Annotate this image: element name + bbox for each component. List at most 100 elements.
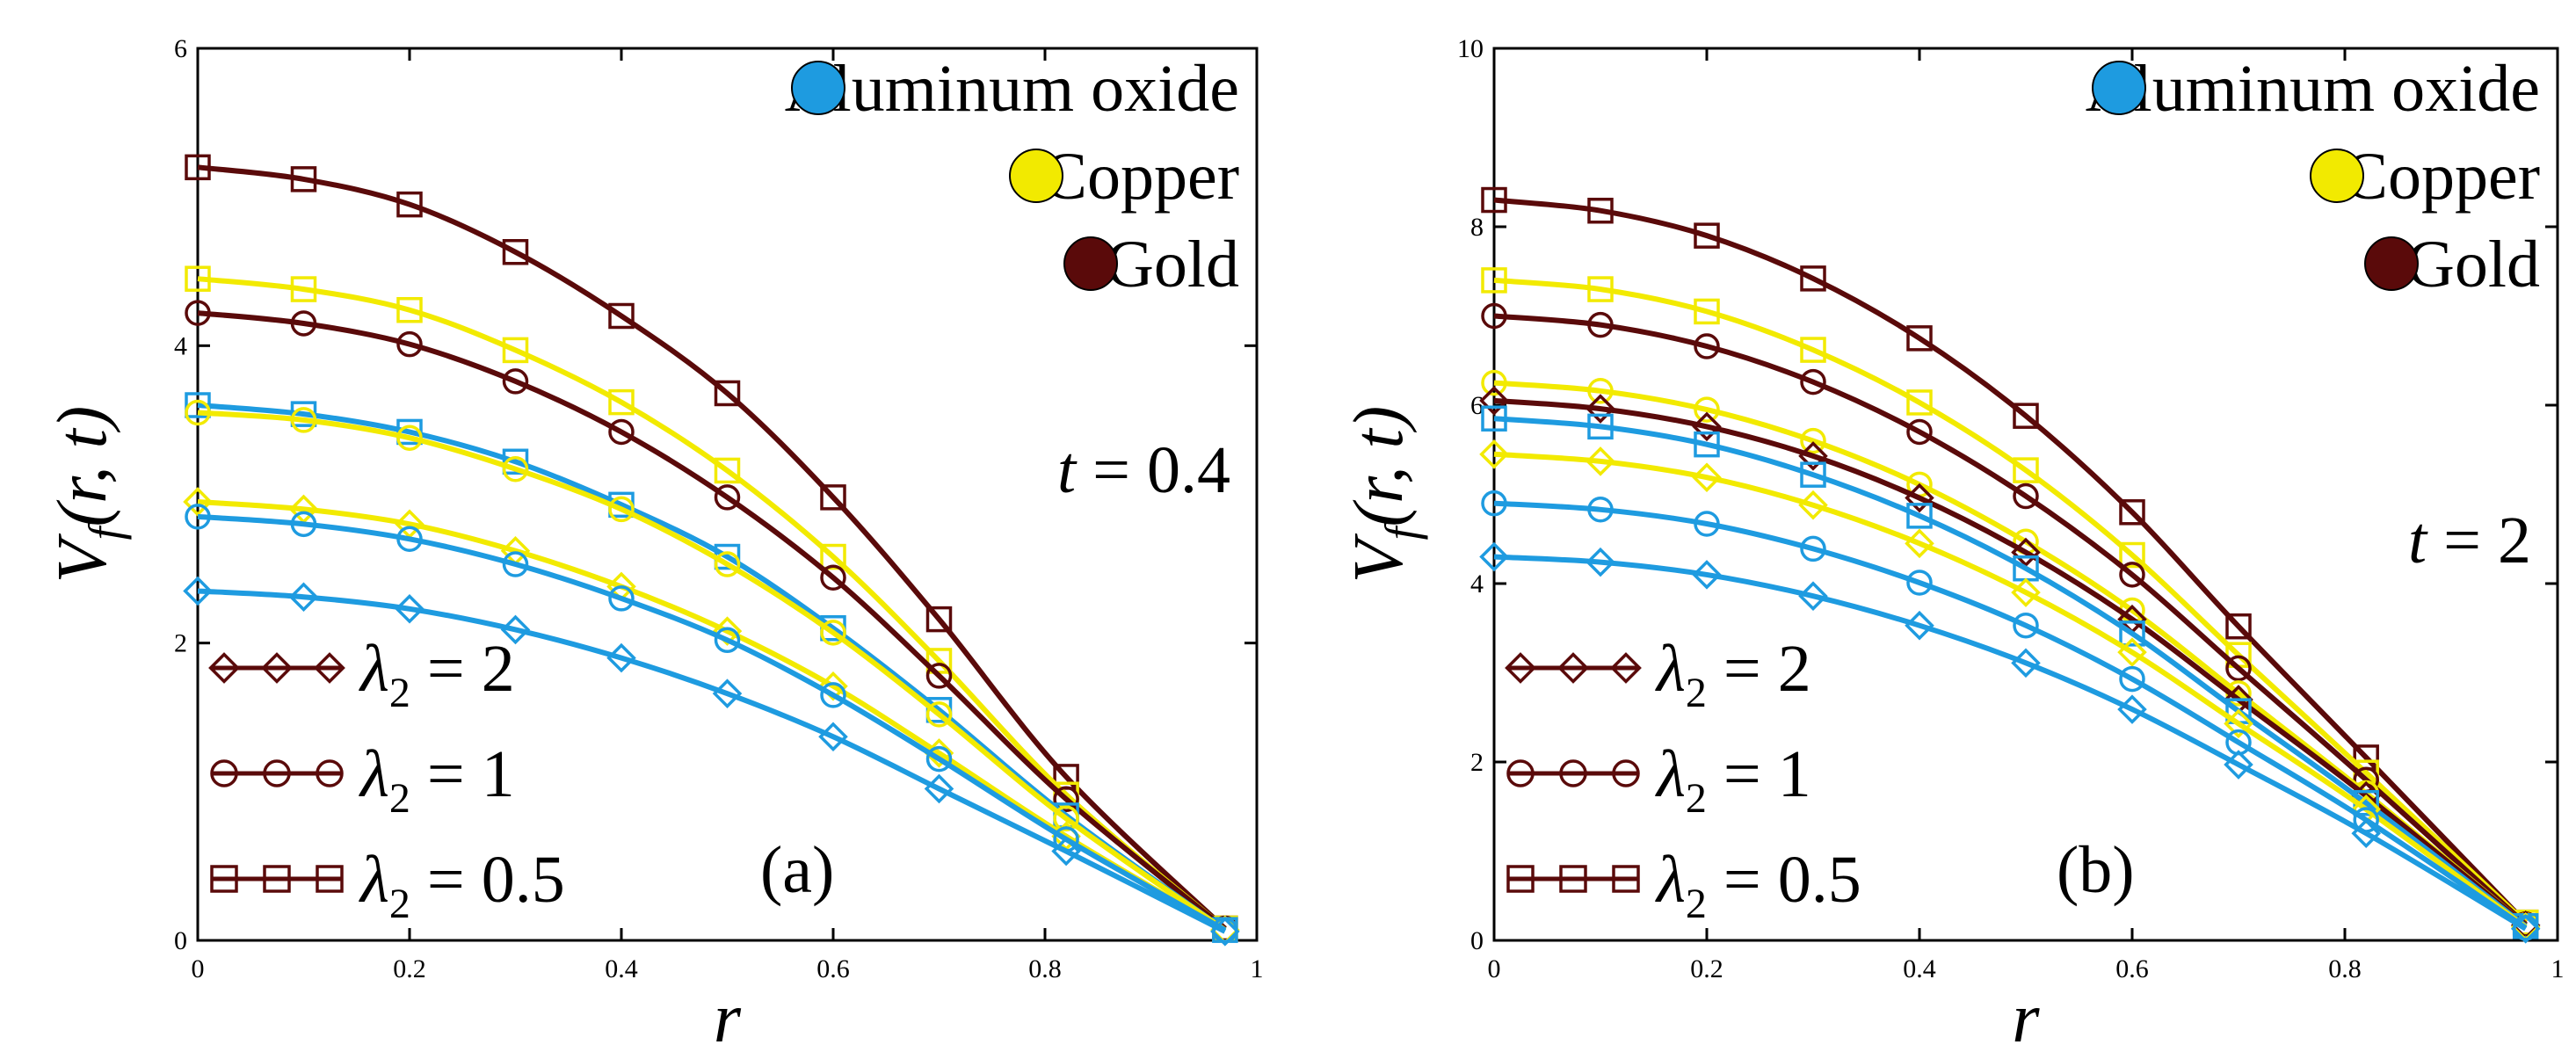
y-axis-label: Vf(r, t): [1340, 406, 1428, 584]
data-point: [1053, 786, 1079, 813]
legend-marker: [1610, 652, 1642, 684]
series-line: [197, 403, 1227, 932]
data-point: [183, 487, 213, 517]
legend-label: Aluminum oxide: [2086, 52, 2540, 126]
data-point: [1692, 411, 1722, 442]
data-point: [2119, 562, 2145, 588]
data-point: [2117, 694, 2147, 724]
data-point: [2119, 620, 2145, 647]
data-point: [502, 337, 529, 364]
y-tick-label: 4: [174, 331, 187, 360]
legend-lambda-circle: λ2 = 1: [1506, 737, 1811, 822]
data-point: [185, 399, 211, 426]
data-point: [1800, 265, 1826, 292]
series-line: [197, 588, 1227, 934]
data-point: [1906, 325, 1933, 352]
series-line: [1493, 313, 2528, 926]
legend-label: Aluminum oxide: [785, 52, 1239, 126]
data-point: [2013, 457, 2039, 483]
data-point: [2225, 655, 2252, 682]
data-point: [924, 738, 954, 768]
legend-marker: [2310, 149, 2364, 203]
data-point: [2011, 577, 2041, 607]
data-point: [818, 722, 848, 752]
legend-marker: [1612, 759, 1640, 787]
x-tick-label: 0.6: [816, 954, 850, 983]
data-point: [290, 166, 317, 192]
data-point: [1905, 482, 1934, 513]
data-point: [714, 551, 741, 577]
data-point: [714, 484, 741, 511]
legend-label: Copper: [1042, 140, 1239, 214]
data-point: [395, 593, 424, 624]
data-point: [290, 276, 317, 302]
series-line: [197, 513, 1227, 932]
y-tick-label: 8: [1470, 213, 1484, 242]
data-point: [1479, 386, 1509, 416]
data-point: [185, 265, 211, 292]
t-annotation: t = 0.4: [1057, 433, 1230, 507]
data-point: [606, 642, 636, 673]
legend-lambda-diamond: λ2 = 2: [1505, 632, 1811, 716]
y-tick-label: 6: [1470, 391, 1484, 420]
legend-marker: [1505, 652, 1536, 684]
legend-marker: [2364, 236, 2419, 291]
series-line: [197, 499, 1227, 932]
data-point: [1586, 394, 1615, 424]
data-point: [1210, 917, 1240, 947]
data-point: [1587, 276, 1614, 302]
y-tick-label: 10: [1457, 34, 1484, 63]
y-tick-label: 2: [174, 629, 187, 658]
data-point: [925, 745, 953, 773]
data-point: [1587, 497, 1614, 523]
legend-aluminum-oxide: Aluminum oxide: [2086, 52, 2540, 126]
data-point: [1906, 418, 1933, 446]
data-point: [183, 576, 213, 606]
legend-marker: [1009, 149, 1063, 203]
series-line: [1493, 397, 2528, 928]
data-point: [1053, 805, 1079, 832]
data-point: [2119, 499, 2145, 526]
data-point: [2013, 612, 2039, 639]
data-point: [2011, 537, 2041, 568]
legend-marker: [263, 865, 291, 893]
series-line: [1493, 500, 2528, 931]
data-point: [1586, 446, 1615, 476]
x-tick-label: 0: [1488, 954, 1501, 983]
legend-marker: [1559, 865, 1587, 893]
data-point: [1587, 378, 1614, 404]
series-line: [1493, 380, 2528, 928]
panel-label: (b): [2057, 833, 2135, 907]
data-point: [820, 682, 846, 708]
series-aluminum-oxide-lambda-1: [185, 504, 1238, 943]
data-point: [1800, 368, 1826, 395]
legend-lambda-circle: λ2 = 1: [210, 737, 515, 822]
data-point: [608, 388, 635, 416]
legend-marker: [316, 759, 344, 787]
data-point: [185, 300, 211, 326]
legend-label: Gold: [1106, 228, 1239, 301]
data-point: [1906, 570, 1933, 596]
data-point: [2011, 648, 2041, 678]
series-line: [1493, 416, 2528, 929]
data-point: [2119, 665, 2145, 693]
x-tick-label: 0.8: [2328, 954, 2362, 983]
data-point: [1798, 581, 1828, 611]
data-point: [1481, 405, 1507, 432]
y-axis-label: Vf(r, t): [44, 406, 132, 584]
data-point: [185, 392, 211, 418]
legend-lambda-label: λ2 = 1: [359, 737, 515, 822]
data-point: [1587, 311, 1614, 338]
data-point: [714, 627, 741, 654]
legend-copper: Copper: [1009, 140, 1239, 214]
series-line: [1493, 554, 2528, 932]
legend-marker: [314, 652, 345, 684]
chart-panel-a: 0 0.2 0.4 0.6 0.8 1 0 2 4 6 r Vf(r, t) Aluminum oxid…: [44, 34, 1264, 1052]
data-point: [1800, 427, 1826, 454]
legend-marker: [1612, 865, 1640, 893]
legend-lambda-label: λ2 = 2: [1655, 632, 1811, 716]
legend-gold: Gold: [1063, 228, 1239, 301]
data-point: [1692, 462, 1722, 492]
